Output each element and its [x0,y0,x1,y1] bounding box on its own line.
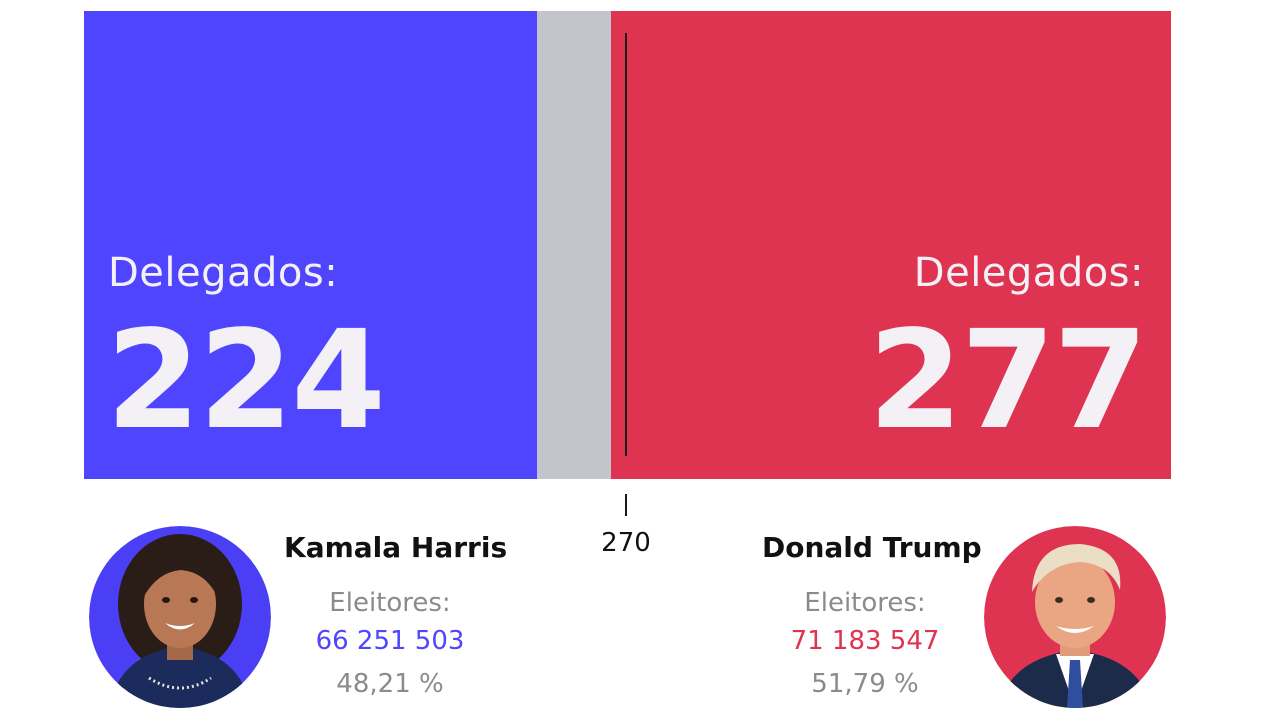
majority-threshold-label: 270 [601,528,651,558]
trump-avatar [984,526,1166,708]
trump-delegates-value: 277 [868,302,1148,460]
trump-voters-label: Eleitores: [804,588,926,618]
harris-delegates-bar [84,11,537,479]
trump-delegates-bar [611,11,1171,479]
harris-voters-count: 66 251 503 [315,626,465,656]
majority-threshold-tick [625,494,627,516]
harris-avatar [89,526,271,708]
majority-threshold-line [625,33,627,456]
harris-name: Kamala Harris [284,531,508,564]
harris-vote-percent: 48,21 % [336,669,444,699]
harris-delegates-value: 224 [106,302,386,460]
trump-voters-count: 71 183 547 [790,626,940,656]
undecided-delegates-bar [536,11,612,479]
harris-delegates-label: Delegados: [108,250,339,296]
trump-name: Donald Trump [762,531,982,564]
trump-vote-percent: 51,79 % [811,669,919,699]
trump-delegates-label: Delegados: [913,250,1144,296]
harris-voters-label: Eleitores: [329,588,451,618]
